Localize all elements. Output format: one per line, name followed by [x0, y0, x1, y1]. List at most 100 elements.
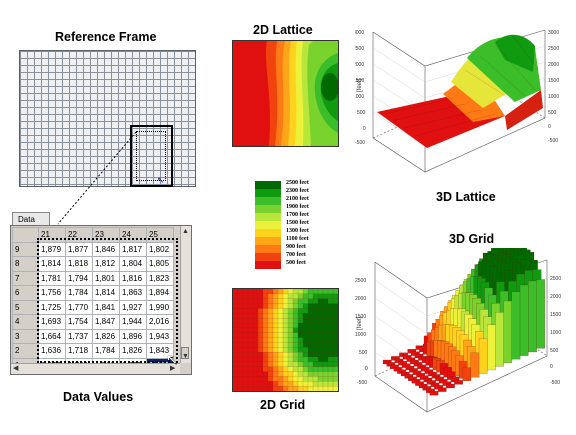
table-cell[interactable]: 1,801 — [92, 270, 120, 286]
table-cell[interactable]: 1,737 — [65, 328, 93, 344]
table-cell[interactable]: 1,943 — [146, 328, 174, 344]
table-cell[interactable]: 1,927 — [119, 299, 147, 315]
table-cell[interactable]: 1,847 — [92, 314, 120, 330]
grid-cell — [297, 289, 304, 295]
table-cell[interactable]: 1,636 — [38, 343, 66, 359]
row-header[interactable]: 8 — [12, 256, 39, 272]
grid-cell — [277, 352, 284, 358]
grid-cell — [292, 318, 299, 324]
grid-cell — [302, 386, 309, 391]
table-cell[interactable]: 1,843 — [146, 343, 174, 359]
grid-cell — [282, 308, 289, 314]
vertical-scrollbar[interactable] — [180, 226, 191, 363]
grid-cell — [307, 322, 314, 329]
scroll-left-arrow-icon[interactable]: ◀ — [13, 365, 19, 372]
grid-cell — [252, 356, 259, 363]
grid-cell — [312, 342, 319, 348]
grid-cell — [307, 356, 314, 363]
grid-cell — [242, 327, 249, 334]
grid-cell — [272, 322, 279, 329]
table-cell[interactable]: 1,756 — [38, 285, 66, 301]
grid-cell — [257, 289, 264, 295]
table-cell[interactable]: 1,664 — [38, 328, 66, 344]
grid-cell — [262, 352, 269, 358]
grid-cell — [242, 366, 249, 372]
grid-cell — [242, 352, 249, 358]
table-cell[interactable]: 1,826 — [92, 328, 120, 344]
table-cell[interactable]: 1,863 — [119, 285, 147, 301]
grid-cell — [247, 303, 254, 309]
grid-cell — [302, 381, 309, 387]
row-header[interactable]: 9 — [12, 241, 39, 257]
row-header[interactable]: 4 — [12, 314, 39, 330]
table-cell[interactable]: 1,693 — [38, 314, 66, 330]
grid-cell — [252, 376, 259, 382]
row-header[interactable]: 5 — [12, 299, 39, 315]
table-cell[interactable]: 1,804 — [119, 256, 147, 272]
table-cell[interactable]: 1,877 — [65, 241, 93, 257]
table-cell[interactable]: 1,784 — [65, 285, 93, 301]
table-cell[interactable]: 1,818 — [65, 256, 93, 272]
column-header[interactable] — [12, 227, 39, 243]
grid-cell — [282, 386, 289, 391]
grid-cell — [292, 342, 299, 348]
grid-cell — [317, 366, 324, 372]
arrow-cursor-icon: ↖ — [166, 351, 178, 367]
table-cell[interactable]: 1,770 — [65, 299, 93, 315]
grid-block — [536, 279, 545, 349]
grid-cell — [332, 318, 338, 324]
table-cell[interactable]: 1,718 — [65, 343, 93, 359]
tab-data[interactable]: Data — [12, 212, 50, 226]
table-cell[interactable]: 1,846 — [92, 241, 120, 257]
grid-cell — [252, 313, 259, 319]
table-cell[interactable]: 1,896 — [119, 328, 147, 344]
table-cell[interactable]: 1,814 — [38, 256, 66, 272]
table-cell[interactable]: 1,944 — [119, 314, 147, 330]
grid-cell — [257, 293, 264, 300]
table-cell[interactable]: 1,781 — [38, 270, 66, 286]
table-cell[interactable]: 1,754 — [65, 314, 93, 330]
grid-cell — [267, 308, 274, 314]
grid-cell — [247, 347, 254, 353]
grid-cell — [312, 366, 319, 372]
scroll-up-arrow-icon[interactable]: ▲ — [182, 228, 189, 235]
grid-cell — [267, 386, 274, 391]
column-header[interactable]: 24 — [119, 227, 147, 243]
table-cell[interactable]: 1,725 — [38, 299, 66, 315]
row-header[interactable]: 2 — [12, 343, 39, 359]
table-cell[interactable]: 1,823 — [146, 270, 174, 286]
row-header[interactable]: 7 — [12, 270, 39, 286]
column-header[interactable]: 21 — [38, 227, 66, 243]
column-header[interactable]: 23 — [92, 227, 120, 243]
legend-label: 1100 feet — [286, 236, 309, 242]
column-header[interactable]: 25 — [146, 227, 174, 243]
table-cell[interactable]: 1,841 — [92, 299, 120, 315]
grid-cell — [282, 293, 289, 300]
table-cell[interactable]: 1,805 — [146, 256, 174, 272]
tick-label: 3000 — [355, 30, 364, 36]
grid-cell — [267, 381, 274, 387]
table-cell[interactable]: 1,816 — [119, 270, 147, 286]
table-cell[interactable]: 1,894 — [146, 285, 174, 301]
table-cell[interactable]: 1,817 — [119, 241, 147, 257]
horizontal-scrollbar[interactable] — [11, 363, 180, 374]
table-cell[interactable]: 1,826 — [119, 343, 147, 359]
column-header[interactable]: 22 — [65, 227, 93, 243]
grid-block — [437, 387, 447, 392]
grid-cell — [242, 318, 249, 324]
table-cell[interactable]: 1,794 — [65, 270, 93, 286]
grid-cell — [233, 386, 239, 391]
row-header[interactable]: 6 — [12, 285, 39, 301]
grid-cell — [237, 313, 244, 319]
scrollbar-thumb[interactable] — [181, 347, 189, 359]
table-cell[interactable]: 1,990 — [146, 299, 174, 315]
row-header[interactable]: 3 — [12, 328, 39, 344]
scroll-down-arrow-icon[interactable]: ▼ — [182, 353, 189, 360]
table-cell[interactable]: 1,814 — [92, 285, 120, 301]
table-cell[interactable]: 2,016 — [146, 314, 174, 330]
scroll-right-arrow-icon[interactable]: ▶ — [170, 365, 176, 372]
table-cell[interactable]: 1,784 — [92, 343, 120, 359]
table-cell[interactable]: 1,879 — [38, 241, 66, 257]
table-cell[interactable]: 1,812 — [92, 256, 120, 272]
table-cell[interactable]: 1,802 — [146, 241, 174, 257]
